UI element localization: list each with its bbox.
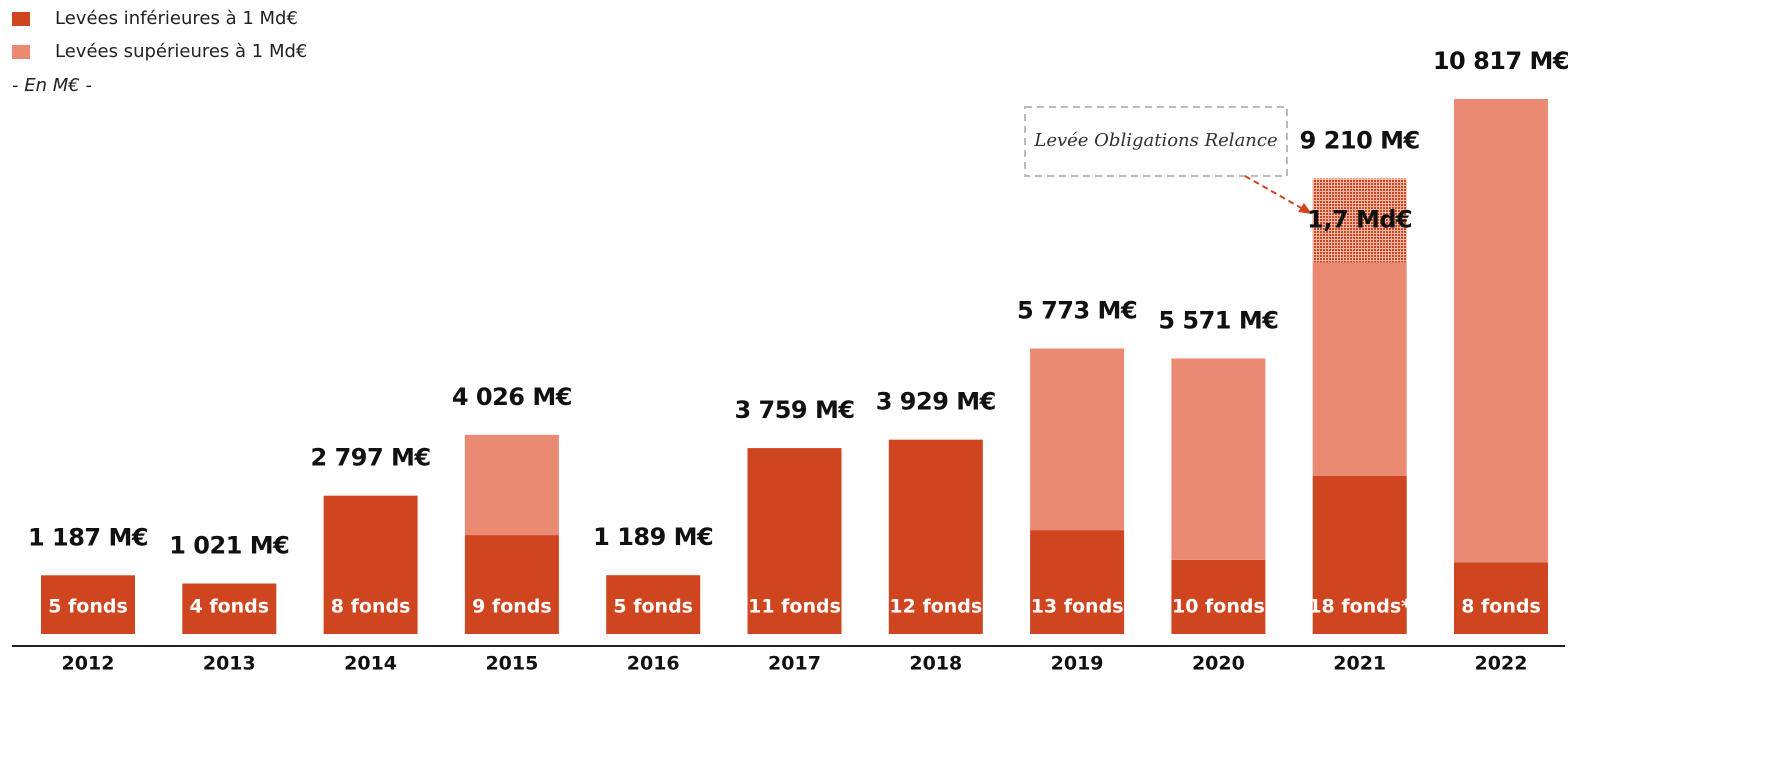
bar-segment [888,439,983,634]
total-label: 5 571 M€ [1158,306,1278,334]
bar-segment [747,448,842,634]
total-label: 3 929 M€ [876,388,996,416]
fund-label: 11 fonds [748,596,841,618]
bar-segment [1312,178,1407,263]
x-tick-label: 2022 [1475,653,1528,675]
total-label: 10 817 M€ [1433,47,1569,75]
total-label: 1 021 M€ [169,532,289,560]
total-label: 9 210 M€ [1300,126,1420,154]
x-tick-label: 2018 [909,653,962,675]
arrow-head [1298,203,1312,214]
bar-segment [1312,262,1407,476]
x-tick-label: 2013 [203,653,256,675]
legend-swatch [12,12,30,26]
bar-segment [1454,99,1548,563]
bar-segment [323,495,418,634]
subtitle: - En M€ - [12,75,92,96]
bar-segment [606,575,701,634]
annotation-box [1024,106,1288,177]
fund-label: 12 fonds [889,596,982,618]
fund-label: 9 fonds [472,596,552,618]
annotation-label: Levée Obligations Relance [1033,130,1277,151]
x-tick-label: 2012 [62,653,115,675]
total-label: 4 026 M€ [452,383,572,411]
x-tick-label: 2017 [768,653,821,675]
legend-swatch [12,45,30,59]
bar-segment [1030,530,1125,634]
fund-label: 8 fonds [1461,596,1541,618]
x-tick-label: 2014 [344,653,397,675]
fund-label: 8 fonds [331,596,411,618]
bar-segment [1454,562,1548,634]
x-tick-label: 2020 [1192,653,1245,675]
annotation-arrow [1244,175,1304,210]
fund-label: 13 fonds [1031,596,1124,618]
x-tick-label: 2015 [485,653,538,675]
total-label: 2 797 M€ [311,444,431,472]
bar-segment [1312,475,1407,634]
fund-label: 5 fonds [613,596,693,618]
total-label: 3 759 M€ [734,396,854,424]
bar-segment [41,575,135,634]
x-tick-label: 2016 [627,653,680,675]
x-tick-label: 2019 [1051,653,1104,675]
segment-label: 1,7 Md€ [1307,206,1412,234]
bar-segment [464,434,559,536]
bar-segment [1171,559,1266,634]
bar-segment [464,535,559,634]
fund-label: 18 fonds* [1308,596,1411,618]
bar-segment [1171,358,1266,560]
total-label: 5 773 M€ [1017,296,1137,324]
total-label: 1 189 M€ [593,523,713,551]
bar-segment [1030,348,1125,531]
total-label: 1 187 M€ [28,523,148,551]
fund-label: 5 fonds [48,596,128,618]
legend-label: Levées supérieures à 1 Md€ [55,41,307,62]
fund-label: 10 fonds [1172,596,1265,618]
legend-label: Levées inférieures à 1 Md€ [55,8,298,29]
x-tick-label: 2021 [1333,653,1386,675]
bar-segment [182,583,277,634]
fund-label: 4 fonds [190,596,270,618]
